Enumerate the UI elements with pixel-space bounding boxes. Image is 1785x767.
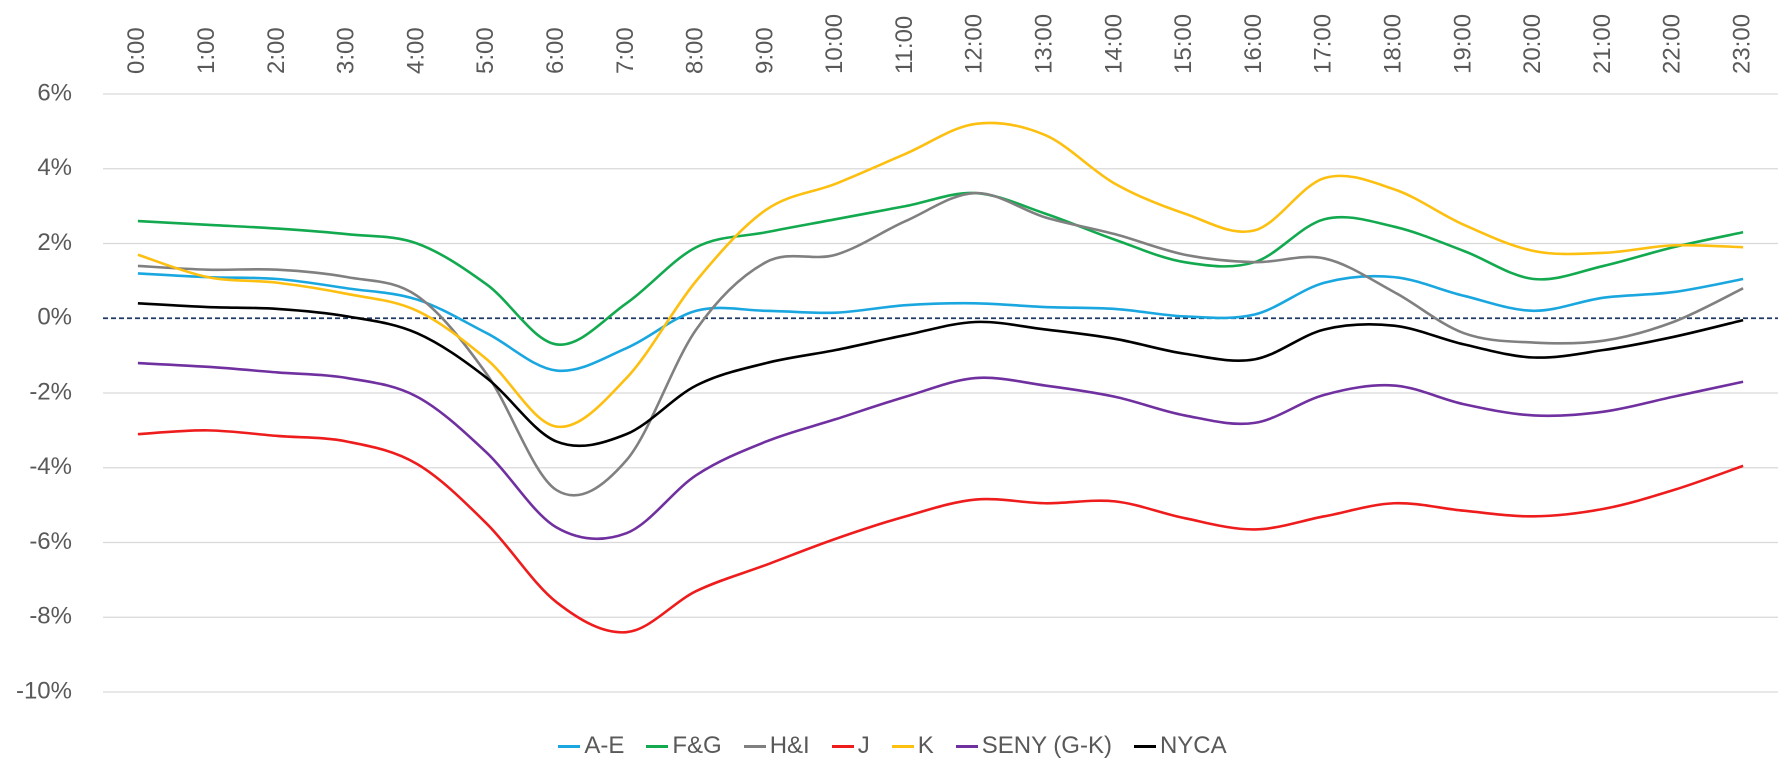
x-tick-label: 23:00	[1728, 14, 1755, 74]
x-tick-label: 7:00	[612, 27, 639, 74]
x-tick-label: 18:00	[1379, 14, 1406, 74]
y-tick-label: -4%	[29, 453, 72, 480]
legend-label: SENY (G-K)	[981, 732, 1112, 759]
series-line	[137, 191, 1744, 497]
legend-label: H&I	[769, 732, 810, 759]
x-tick-label: 6:00	[542, 27, 569, 74]
legend-swatch	[646, 744, 669, 748]
legend-swatch	[743, 744, 766, 748]
x-tick-label: 2:00	[263, 27, 290, 74]
y-tick-label: 6%	[37, 79, 72, 106]
legend-item: NYCA	[1133, 732, 1227, 760]
legend-label: K	[917, 732, 934, 759]
legend: A-E F&G H&I J K SENY (G-K) NYCA	[0, 732, 1785, 760]
y-tick-label: 0%	[37, 304, 72, 331]
x-tick-label: 1:00	[193, 27, 220, 74]
x-tick-label: 13:00	[1031, 14, 1058, 74]
y-tick-label: 4%	[37, 154, 72, 181]
legend-swatch	[558, 744, 581, 748]
chart: -10% -8% -6% -4% -2% 0% 2% 4% 6% 0:00 1:00 2:00 3:00…	[16, 14, 1778, 704]
series-line	[137, 429, 1744, 634]
legend-item: F&G	[646, 732, 722, 760]
x-tick-label: 21:00	[1589, 14, 1616, 74]
legend-label: A-E	[584, 732, 625, 759]
series-line	[137, 121, 1744, 428]
x-tick-label: 3:00	[333, 27, 360, 74]
x-tick-label: 10:00	[821, 14, 848, 74]
x-tick-label: 11:00	[891, 16, 918, 74]
y-tick-label: -8%	[29, 603, 72, 630]
x-tick-label: 8:00	[682, 27, 709, 74]
legend-swatch	[1133, 744, 1156, 748]
x-tick-label: 15:00	[1170, 14, 1197, 74]
y-tick-label: 2%	[37, 229, 72, 256]
x-tick-label: 14:00	[1100, 14, 1127, 74]
legend-swatch	[955, 744, 978, 748]
legend-swatch	[891, 744, 914, 748]
series-line	[137, 272, 1744, 373]
x-tick-label: 17:00	[1310, 14, 1337, 74]
x-tick-label: 19:00	[1449, 14, 1476, 74]
legend-item: A-E	[558, 732, 624, 760]
x-tick-label: 4:00	[402, 27, 429, 74]
series-line	[137, 302, 1744, 448]
y-tick-label: -6%	[29, 528, 72, 555]
y-tick-label: -10%	[16, 677, 72, 704]
legend-item: H&I	[743, 732, 810, 760]
legend-swatch	[831, 744, 854, 748]
legend-label: J	[857, 732, 870, 759]
series-line	[137, 191, 1744, 346]
x-tick-label: 16:00	[1240, 14, 1267, 74]
x-tick-label: 0:00	[123, 27, 150, 74]
x-tick-label: 20:00	[1519, 14, 1546, 74]
legend-label: NYCA	[1159, 732, 1227, 759]
x-tick-label: 22:00	[1659, 14, 1686, 74]
x-tick-label: 5:00	[472, 27, 499, 74]
legend-label: F&G	[672, 732, 722, 759]
x-tick-label: 9:00	[751, 27, 778, 74]
legend-item: J	[831, 732, 870, 760]
legend-item: K	[891, 732, 934, 760]
x-tick-label: 12:00	[961, 14, 988, 74]
series-line	[137, 361, 1744, 541]
legend-item: SENY (G-K)	[955, 732, 1112, 760]
y-tick-label: -2%	[29, 378, 72, 405]
